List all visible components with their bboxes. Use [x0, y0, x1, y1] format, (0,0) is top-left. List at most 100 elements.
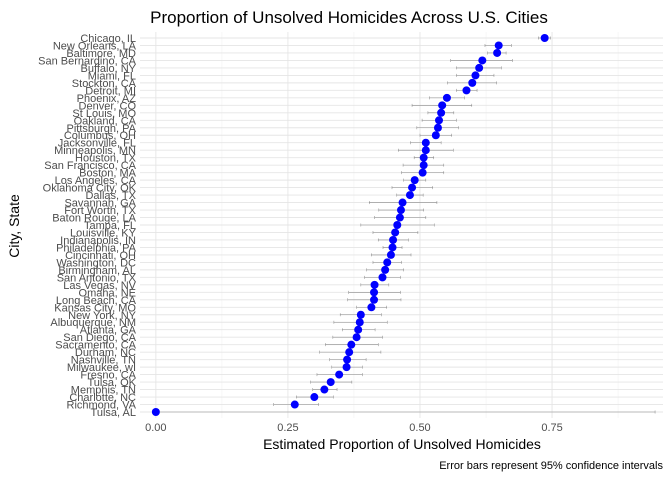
y-tick-label: San Bernardino, CA — [38, 55, 136, 67]
data-points — [151, 34, 549, 416]
y-tick-label: San Antonio, TX — [57, 272, 137, 284]
data-point — [419, 153, 428, 162]
data-point — [342, 363, 351, 372]
chart-caption: Error bars represent 95% confidence inte… — [439, 460, 663, 472]
data-point — [442, 93, 451, 102]
y-tick-label: Baltimore, MD — [66, 48, 136, 60]
data-point — [493, 48, 502, 57]
data-point — [381, 265, 390, 274]
y-tick-label: Dallas, TX — [85, 190, 136, 202]
y-tick-label: Houston, TX — [75, 153, 137, 165]
chart-title: Proportion of Unsolved Homicides Across … — [150, 8, 548, 27]
data-point — [431, 131, 440, 140]
y-tick-label: Milwaukee, wI — [67, 362, 136, 374]
data-point — [405, 191, 414, 200]
y-tick-label: Baton Rouge, LA — [52, 213, 136, 225]
data-point — [462, 86, 471, 95]
data-point — [391, 228, 400, 237]
y-tick-label: Memphis, TN — [71, 385, 136, 397]
y-tick-label: Durham, NC — [75, 347, 136, 359]
y-tick-label: Miami, FL — [88, 70, 136, 82]
data-point — [386, 250, 395, 259]
y-tick-label: San Diego, CA — [63, 332, 136, 344]
data-point — [343, 355, 352, 364]
x-tick-labels: 0.00 0.25 0.50 0.75 — [145, 422, 563, 434]
data-point — [478, 56, 487, 65]
y-tick-label: Tulsa, AL — [91, 407, 136, 419]
y-tick-label: San Francisco, CA — [44, 160, 136, 172]
data-point — [355, 318, 364, 327]
data-point — [370, 288, 379, 297]
x-tick-label: 0.75 — [541, 422, 562, 434]
data-point — [370, 295, 379, 304]
data-point — [395, 213, 404, 222]
y-tick-label: Pittsburgh, PA — [67, 123, 137, 135]
data-point — [352, 333, 361, 342]
data-point — [290, 400, 299, 409]
y-tick-label: Tampa, FL — [84, 220, 136, 232]
data-point — [419, 161, 428, 170]
x-tick-label: 0.00 — [145, 422, 166, 434]
data-point — [367, 303, 376, 312]
x-tick-label: 0.50 — [409, 422, 430, 434]
y-tick-label: Nashville, TN — [71, 355, 136, 367]
x-axis-title: Estimated Proportion of Unsolved Homicid… — [263, 436, 541, 452]
y-tick-label: Washington, DC — [56, 257, 136, 269]
y-tick-label: Atlanta, GA — [80, 325, 137, 337]
y-tick-label: Philadelphia, PA — [56, 242, 137, 254]
data-point — [345, 348, 354, 357]
y-tick-label: Albuquerque, NM — [50, 317, 136, 329]
gridlines — [140, 32, 663, 418]
data-point — [151, 408, 160, 416]
y-tick-label: Charlotte, NC — [69, 392, 136, 404]
y-tick-label: Jacksonville, FL — [58, 138, 136, 150]
y-tick-label: Richmond, VA — [67, 400, 137, 412]
y-tick-label: Birmingham, AL — [58, 265, 136, 277]
data-point — [438, 101, 447, 110]
y-tick-label: Stockton, CA — [72, 78, 137, 90]
y-tick-label: Long Beach, CA — [56, 295, 137, 307]
y-tick-label: Denver, CO — [79, 100, 137, 112]
y-tick-label: Kansas City, MO — [54, 302, 136, 314]
y-tick-label: Columbus, OH — [64, 130, 136, 142]
y-tick-label: Oakland, CA — [74, 115, 137, 127]
data-point — [433, 123, 442, 132]
y-tick-label: Tulsa, OK — [88, 377, 137, 389]
data-point — [383, 258, 392, 267]
data-point — [326, 378, 335, 387]
y-tick-label: Minneapolis, MN — [54, 145, 136, 157]
y-tick-label: Cincinnati, OH — [65, 250, 136, 262]
y-tick-label: Detroit, MI — [85, 85, 136, 97]
data-point — [335, 370, 344, 379]
data-point — [310, 393, 319, 402]
data-point — [393, 221, 402, 229]
y-tick-label: New York, NY — [68, 310, 137, 322]
y-axis-title: City, State — [6, 194, 22, 258]
y-tick-label: Indianapolis, IN — [60, 235, 136, 247]
y-tick-label: New Orleans, LA — [53, 40, 137, 52]
data-point — [435, 116, 444, 125]
y-tick-label: Louisville, KY — [70, 227, 137, 239]
data-point — [437, 108, 446, 117]
data-point — [396, 206, 405, 215]
data-point — [378, 273, 387, 282]
y-tick-label: Oklahoma City, OK — [43, 183, 137, 195]
data-point — [410, 176, 419, 185]
data-point — [388, 243, 397, 252]
data-point — [356, 310, 365, 319]
y-tick-label: Fresno, CA — [80, 370, 136, 382]
y-tick-label: Buffalo, NY — [81, 63, 137, 75]
y-tick-label: Fort Worth, TX — [64, 205, 136, 217]
y-tick-label: Savannah, GA — [64, 198, 136, 210]
data-point — [347, 340, 356, 349]
data-point — [421, 146, 430, 155]
y-tick-label: Sacramento, CA — [55, 340, 136, 352]
y-tick-label: Las Vegas, NV — [63, 280, 136, 292]
data-point — [468, 78, 477, 87]
data-point — [418, 168, 427, 177]
data-point — [475, 63, 484, 72]
x-tick-label: 0.25 — [277, 422, 298, 434]
data-point — [471, 71, 480, 80]
y-tick-label: Phoenix, AZ — [77, 93, 137, 105]
data-point — [370, 280, 379, 289]
